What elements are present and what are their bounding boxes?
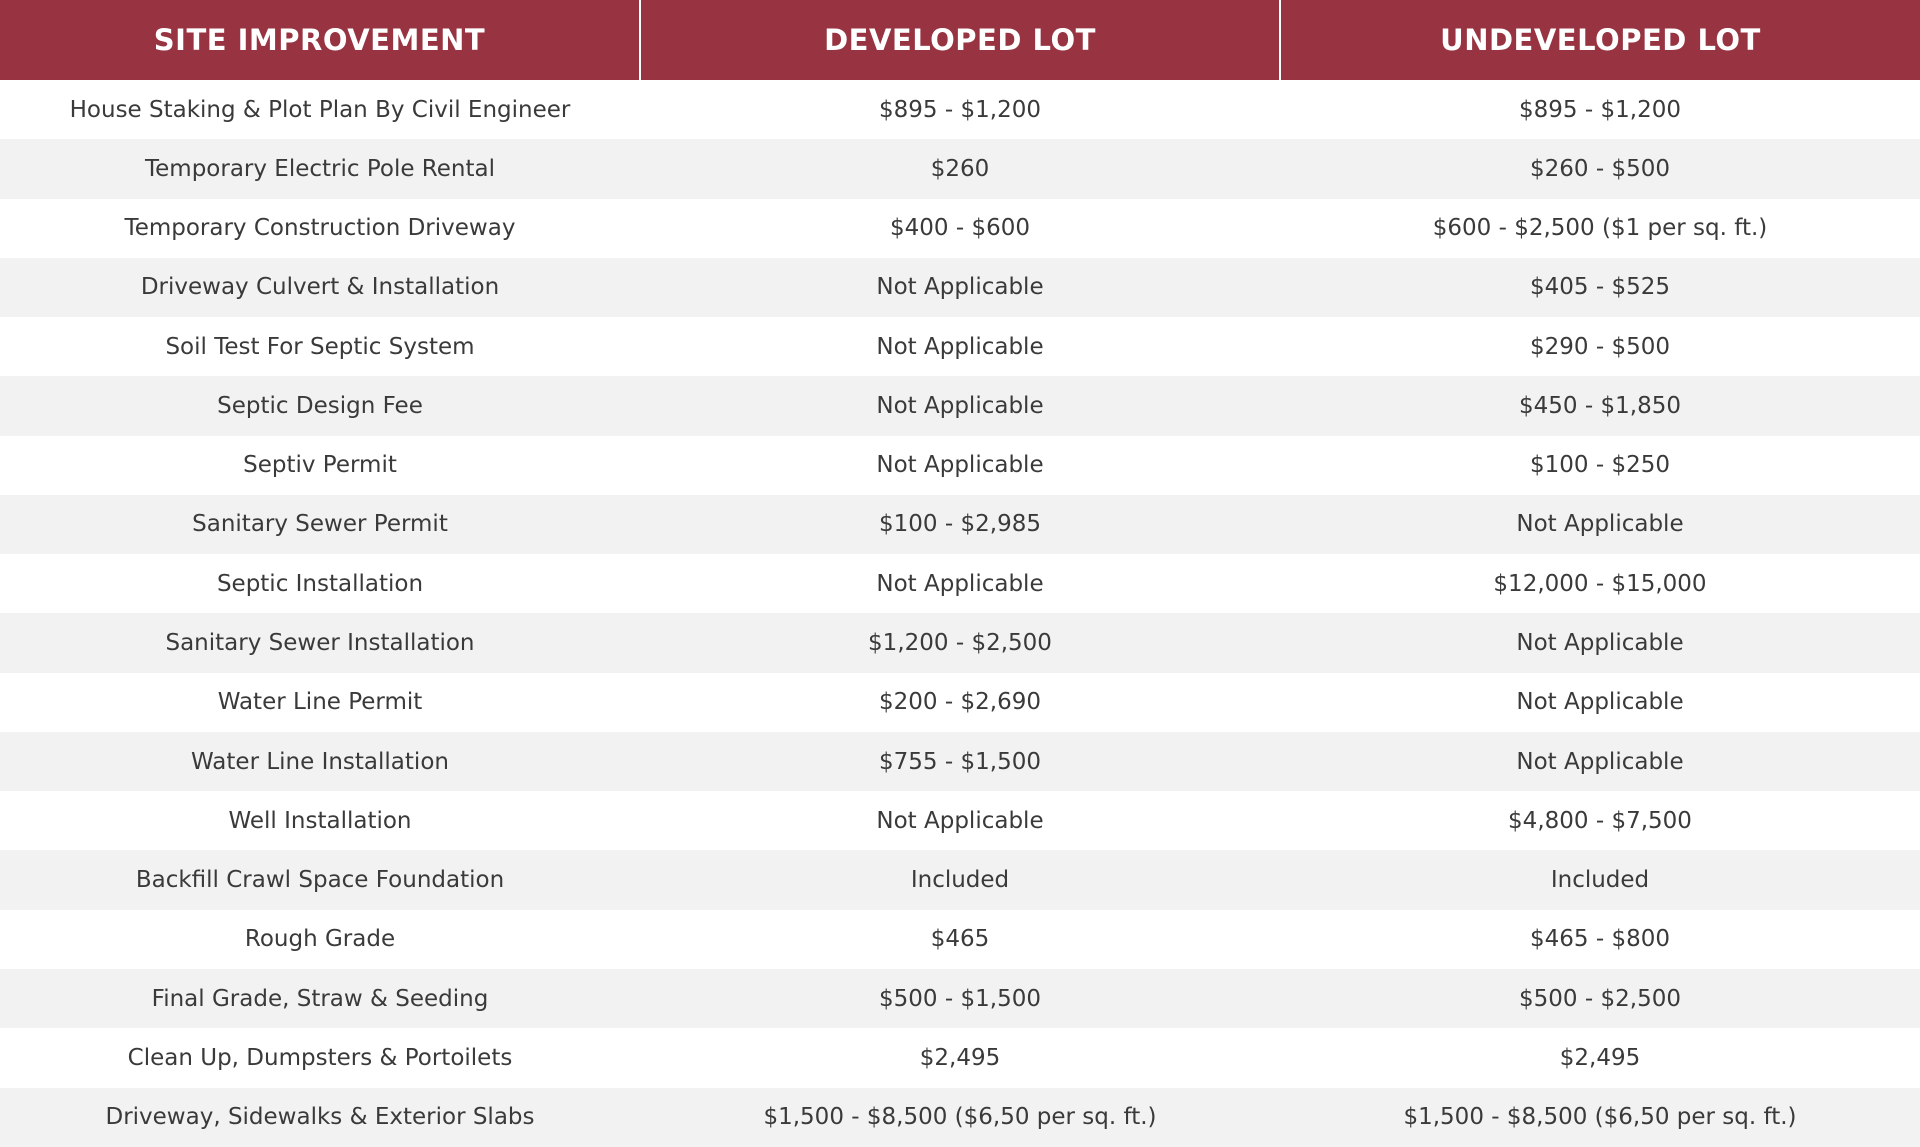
- table-cell: $465: [930, 926, 990, 953]
- table-cell: $290 - $500: [1530, 333, 1670, 360]
- table-cell: House Staking & Plot Plan By Civil Engin…: [69, 96, 571, 123]
- header-row: SITE IMPROVEMENT DEVELOPED LOT UNDEVELOPED…: [0, 0, 1920, 80]
- table-row: Septic Design Fee Not Applicable $450 - $1…: [0, 376, 1920, 436]
- table-cell: $500 - $2,500: [1280, 968, 1920, 1029]
- table-row: Temporary Electric Pole Rental $260 $260 -…: [0, 139, 1920, 199]
- table-row: Sanitary Sewer Installation $1,200 - $2,5…: [0, 613, 1920, 673]
- table-row: Driveway, Sidewalks & Exterior Slabs $1,5…: [0, 1087, 1920, 1147]
- table-row: Driveway Culvert & Installation Not Appli…: [0, 257, 1920, 318]
- table-row: Soil Test For Septic System Not Applicabl…: [0, 317, 1920, 376]
- table-cell: Sanitary Sewer Permit: [0, 494, 640, 555]
- table-row: Water Line Permit $200 - $2,690 Not Applic…: [0, 673, 1920, 732]
- table-cell: Rough Grade: [244, 926, 396, 953]
- table-cell: $1,500 - $8,500 ($6,50 per sq. ft.): [640, 1087, 1280, 1147]
- table-cell: $450 - $1,850: [1280, 376, 1920, 436]
- table-cell: Soil Test For Septic System: [165, 333, 475, 360]
- table-cell: Temporary Electric Pole Rental: [0, 139, 640, 199]
- table-cell: Not Applicable: [876, 570, 1044, 597]
- table-cell: $100 - $250: [1530, 452, 1670, 479]
- table-row: Final Grade, Straw & Seeding $500 - $1,50…: [0, 968, 1920, 1029]
- table-cell: $260 - $500: [1280, 139, 1920, 199]
- table-cell: Clean Up, Dumpsters & Portoilets: [127, 1044, 513, 1071]
- table-row: Sanitary Sewer Permit $100 - $2,985 Not Ap…: [0, 494, 1920, 555]
- table-cell: Not Applicable: [1280, 494, 1920, 555]
- table-body: House Staking & Plot Plan By Civil Engin…: [0, 80, 1920, 1147]
- table-cell: $405 - $525: [1280, 257, 1920, 318]
- table-row: Septic Installation Not Applicable $12,000…: [0, 554, 1920, 613]
- table-cell: Not Applicable: [876, 807, 1044, 834]
- table-cell: $895 - $1,200: [879, 96, 1041, 123]
- table-row: House Staking & Plot Plan By Civil Engin…: [0, 80, 1920, 139]
- table-header: SITE IMPROVEMENT DEVELOPED LOT UNDEVELOPED…: [0, 0, 1920, 80]
- table-cell: Not Applicable: [876, 333, 1044, 360]
- table-cell: $100 - $2,985: [640, 494, 1280, 555]
- table-cell: Well Installation: [228, 807, 412, 834]
- table-cell: $4,800 - $7,500: [1508, 807, 1692, 834]
- table-row: Water Line Installation $755 - $1,500 Not …: [0, 731, 1920, 792]
- table-cell: Not Applicable: [876, 452, 1044, 479]
- table-cell: Temporary Construction Driveway: [124, 215, 516, 242]
- column-header: SITE IMPROVEMENT: [0, 0, 640, 80]
- table-cell: Driveway Culvert & Installation: [0, 257, 640, 318]
- table-cell: Water Line Permit: [217, 689, 423, 716]
- table-cell: Final Grade, Straw & Seeding: [0, 968, 640, 1029]
- table-cell: Septiv Permit: [243, 452, 397, 479]
- table-cell: Included: [640, 850, 1280, 910]
- table-cell: Not Applicable: [1280, 613, 1920, 673]
- table-cell: Not Applicable: [640, 257, 1280, 318]
- table-cell: Septic Installation: [216, 570, 424, 597]
- table-cell: $1,200 - $2,500: [640, 613, 1280, 673]
- table-cell: Not Applicable: [640, 376, 1280, 436]
- column-header: DEVELOPED LOT: [639, 0, 1280, 80]
- table-cell: $200 - $2,690: [879, 689, 1041, 716]
- table-cell: Not Applicable: [1280, 731, 1920, 792]
- table-cell: Included: [1280, 850, 1920, 910]
- table-cell: Sanitary Sewer Installation: [0, 613, 640, 673]
- table-cell: Water Line Installation: [0, 731, 640, 792]
- table-cell: $465 - $800: [1530, 926, 1670, 953]
- column-header: UNDEVELOPED LOT: [1279, 0, 1920, 80]
- table-cell: $600 - $2,500 ($1 per sq. ft.): [1432, 215, 1768, 242]
- table-cell: $755 - $1,500: [640, 731, 1280, 792]
- table-row: Backfill Crawl Space Foundation Included I…: [0, 850, 1920, 910]
- table-cell: $1,500 - $8,500 ($6,50 per sq. ft.): [1280, 1087, 1920, 1147]
- table-cell: Septic Design Fee: [0, 376, 640, 436]
- table-cell: $12,000 - $15,000: [1493, 570, 1707, 597]
- table-cell: $2,495: [1559, 1044, 1641, 1071]
- table-cell: $500 - $1,500: [640, 968, 1280, 1029]
- table-cell: $260: [640, 139, 1280, 199]
- table-row: Clean Up, Dumpsters & Portoilets $2,495 $2…: [0, 1028, 1920, 1087]
- table-cell: Backfill Crawl Space Foundation: [0, 850, 640, 910]
- table-cell: $2,495: [919, 1044, 1001, 1071]
- table-cell: $400 - $600: [890, 215, 1030, 242]
- table-cell: $895 - $1,200: [1519, 96, 1681, 123]
- table-row: Temporary Construction Driveway $400 - $6…: [0, 199, 1920, 258]
- table-row: Rough Grade $465 $465 - $800: [0, 910, 1920, 969]
- table-cell: Driveway, Sidewalks & Exterior Slabs: [0, 1087, 640, 1147]
- table-row: Well Installation Not Applicable $4,800 - …: [0, 791, 1920, 850]
- table-row: Septiv Permit Not Applicable $100 - $250: [0, 436, 1920, 495]
- table-cell: Not Applicable: [1516, 689, 1684, 716]
